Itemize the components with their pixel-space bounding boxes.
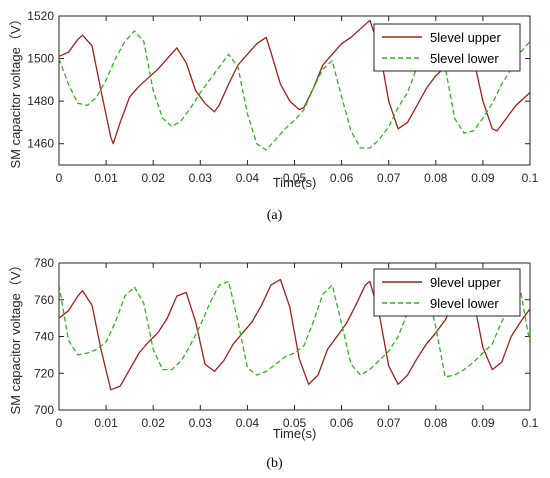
panel-label: (b) [266,456,283,471]
x-tick-label: 0.08 [424,416,448,430]
panel-label: (a) [267,208,283,223]
x-axis-label: Time(s) [273,175,317,190]
legend-label: 9level upper [430,275,501,290]
x-tick-label: 0 [56,171,63,185]
y-axis-label: SM capacitor voltage（V） [8,12,23,168]
x-tick-label: 0.07 [377,416,401,430]
y-tick-label: 1480 [27,94,54,108]
x-tick-label: 0.06 [330,171,354,185]
legend-box [373,268,521,317]
x-tick-label: 0.01 [94,171,118,185]
x-tick-label: 0.04 [236,171,260,185]
x-tick-label: 0.09 [471,171,495,185]
y-tick-label: 740 [34,330,54,344]
y-tick-label: 700 [34,403,54,417]
y-tick-label: 1460 [27,137,54,151]
x-tick-label: 0.03 [189,171,213,185]
y-tick-label: 1520 [27,9,54,23]
series-line-5level-lower [59,30,530,151]
x-tick-label: 0.04 [236,416,260,430]
legend-label: 9level lower [430,296,499,311]
x-tick-label: 0.05 [283,416,307,430]
x-tick-label: 0.01 [94,416,118,430]
legend-label: 5level lower [430,51,499,66]
y-tick-label: 760 [34,293,54,307]
x-tick-label: 0.02 [142,416,166,430]
y-axis-label: SM capacitor voltage（V） [8,258,23,414]
x-tick-label: 0.05 [283,171,307,185]
legend: 9level upper 9level lower [373,268,521,317]
x-tick-label: 0 [56,416,63,430]
x-tick-label: 0.1 [522,171,539,185]
legend-box [373,23,521,72]
x-tick-label: 0.07 [377,171,401,185]
y-tick-label: 1500 [27,52,54,66]
x-tick-label: 0.06 [330,416,354,430]
chart-panel-1: 0 0.01 0.02 0.03 0.04 0.05 0.06 0.07 0.08 0.09 0.1… [8,256,539,471]
legend: 5level upper 5level lower [373,23,521,72]
x-tick-label: 0.08 [424,171,448,185]
y-tick-label: 780 [34,256,54,270]
x-tick-label: 0.1 [522,416,539,430]
x-tick-label: 0.02 [142,171,166,185]
x-tick-label: 0.09 [471,416,495,430]
x-tick-label: 0.03 [189,416,213,430]
y-tick-label: 720 [34,366,54,380]
series-line-9level-lower [59,280,530,378]
x-axis-label: Time(s) [273,426,317,441]
chart-panel-0: 0 0.01 0.02 0.03 0.04 0.05 0.06 0.07 0.08 0.09 0.1… [8,9,539,223]
legend-label: 5level upper [430,30,501,45]
